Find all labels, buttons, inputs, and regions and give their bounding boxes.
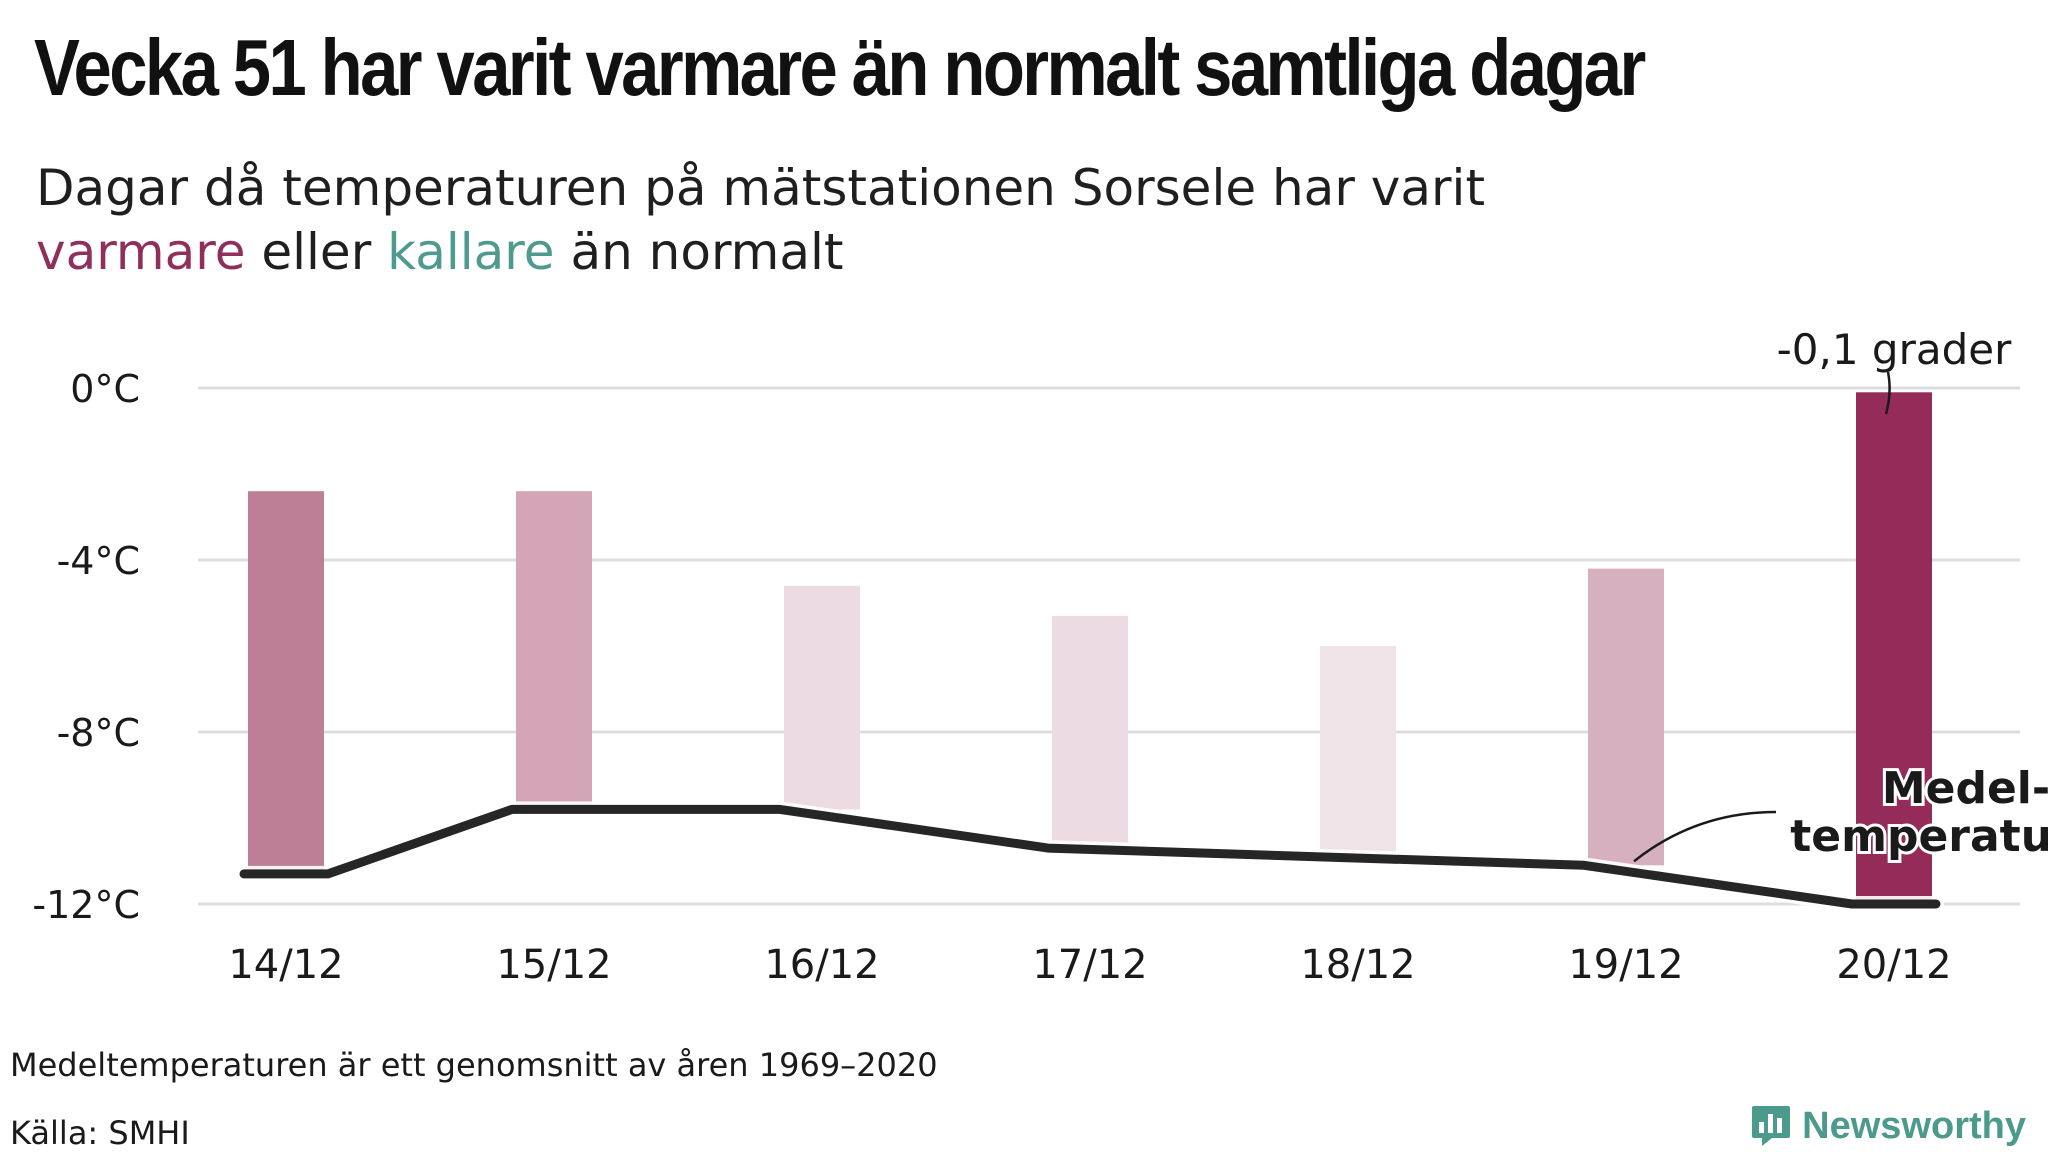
x-tick-label: 18/12 — [1300, 942, 1415, 988]
bar — [516, 491, 592, 810]
bar-chart: 0°C -4°C -8°C -12°C 14/12 15/12 16/12 17/12 18/1… — [32, 325, 2048, 988]
bar — [784, 585, 860, 810]
x-tick-label: 15/12 — [496, 942, 611, 988]
line-label-connector — [1633, 810, 1777, 863]
x-tick-label: 20/12 — [1836, 942, 1951, 988]
subtitle-cold-label: kallare — [387, 223, 555, 281]
subtitle-line-2: varmare eller kallare än normalt — [36, 220, 1485, 284]
chart-subtitle: Dagar då temperaturen på mätstationen So… — [36, 156, 1485, 284]
bar-value-annotation: -0,1 grader — [1777, 325, 2012, 374]
line-label-1: Medel- — [1882, 763, 2048, 814]
bar — [1588, 568, 1664, 866]
bar — [1052, 615, 1128, 849]
annotations: -0,1 grader Medel-temperatur — [1633, 325, 2048, 865]
x-tick-label: 14/12 — [228, 942, 343, 988]
subtitle-line-1: Dagar då temperaturen på mätstationen So… — [36, 159, 1486, 217]
subtitle-end-text: än normalt — [570, 223, 844, 281]
subtitle-warm-label: varmare — [36, 223, 246, 281]
annotation-connector — [1884, 371, 1891, 415]
y-tick-label: -12°C — [32, 883, 140, 927]
bar — [248, 491, 324, 874]
bar — [1320, 646, 1396, 857]
mean-temperature-line — [236, 801, 1944, 912]
bar — [1856, 392, 1932, 904]
brand-logo: Newsworthy — [1750, 1104, 2026, 1148]
y-tick-label: -8°C — [57, 711, 140, 755]
brand-name: Newsworthy — [1802, 1104, 2026, 1147]
y-tick-label: 0°C — [70, 367, 140, 411]
source-text: Källa: SMHI — [10, 1114, 190, 1152]
x-tick-label: 16/12 — [764, 942, 879, 988]
bars — [248, 392, 1932, 904]
y-tick-label: -4°C — [57, 539, 140, 583]
line-label-2: temperatur — [1790, 811, 2048, 862]
x-tick-label: 19/12 — [1568, 942, 1683, 988]
line-series — [239, 804, 1941, 909]
x-tick-label: 17/12 — [1032, 942, 1147, 988]
subtitle-mid-text: eller — [261, 223, 372, 281]
chart-title: Vecka 51 har varit varmare än normalt sa… — [34, 23, 1646, 112]
axis-labels: 0°C -4°C -8°C -12°C 14/12 15/12 16/12 17/12 18/1… — [32, 367, 1951, 988]
newsworthy-logo-icon — [1752, 1106, 1791, 1146]
footnote: Medeltemperaturen är ett genomsnitt av å… — [10, 1046, 938, 1084]
